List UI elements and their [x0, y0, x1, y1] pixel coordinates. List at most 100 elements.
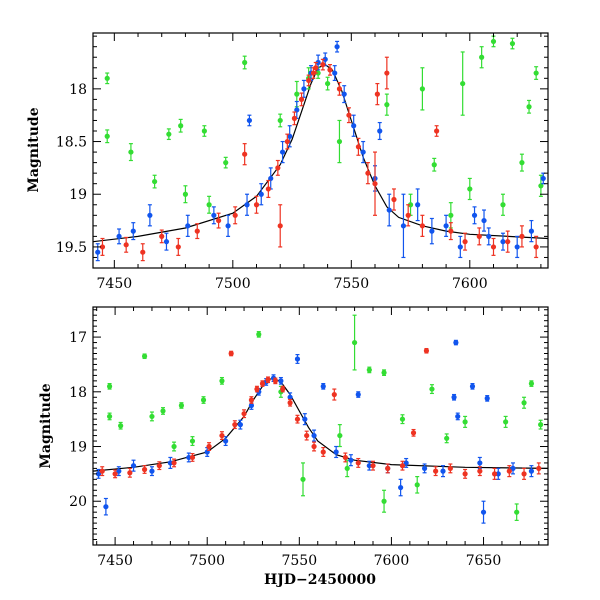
top-red-point-10	[265, 179, 271, 198]
bottom-blue-point-26	[440, 465, 446, 478]
top-red-point-5	[194, 223, 200, 240]
bottom-blue-point-9	[237, 419, 243, 430]
top-green-point-2	[128, 143, 134, 162]
top-x-tick-label-2: 7550	[333, 276, 369, 292]
bottom-blue-point-24	[403, 457, 409, 468]
top-red-point-36	[277, 204, 283, 248]
top-green-point-31	[407, 193, 414, 216]
top-blue-point-0	[95, 243, 101, 262]
bottom-red-point-26	[370, 460, 376, 471]
top-red-point-28	[434, 125, 440, 137]
bottom-blue-point-19	[320, 382, 326, 390]
top-red-point-21	[355, 137, 362, 156]
top-green-point-0	[104, 72, 110, 85]
bottom-x-tick-label-3: 7600	[374, 553, 410, 569]
bottom-red-point-31	[433, 466, 439, 477]
top-green-point-28	[206, 195, 212, 214]
bottom-blue-point-6	[186, 452, 192, 463]
bottom-y-tick-label-3: 20	[69, 494, 87, 510]
bottom-blue-point-20	[333, 445, 339, 459]
bottom-red-point-2	[127, 467, 133, 478]
bottom-blue-point-38	[451, 393, 457, 401]
top-blue-point-3	[147, 204, 153, 227]
bottom-red-point-15	[265, 376, 271, 384]
top-red-point-26	[405, 204, 411, 227]
bottom-red-point-27	[385, 463, 391, 474]
top-red-point-23	[374, 82, 380, 106]
bottom-green-point-26	[344, 459, 350, 478]
bottom-green-point-8	[219, 376, 225, 385]
bottom-green-point-0	[106, 382, 113, 390]
bottom-red-point-18	[287, 398, 293, 407]
top-blue-point-37	[377, 121, 383, 141]
top-red-point-11	[275, 159, 281, 176]
top-green-point-13	[384, 93, 390, 116]
bottom-blue-point-27	[453, 339, 459, 346]
bottom-red-point-24	[342, 452, 348, 463]
bottom-plot-frame	[92, 306, 549, 546]
bottom-red-point-20	[304, 430, 310, 441]
bottom-red-point-28	[399, 460, 406, 471]
top-green-point-7	[223, 156, 229, 169]
bottom-blue-point-7	[204, 447, 210, 457]
bottom-green-point-18	[444, 433, 450, 444]
bottom-red-point-1	[112, 469, 118, 479]
bottom-green-point-23	[538, 419, 544, 430]
bottom-green-point-22	[528, 380, 535, 387]
bottom-green-point-28	[189, 436, 196, 447]
bottom-red-point-0	[99, 466, 105, 477]
top-blue-point-13	[294, 100, 300, 119]
bottom-blue-point-37	[355, 391, 361, 398]
bottom-green-point-19	[462, 415, 468, 428]
top-blue-point-11	[279, 140, 286, 164]
top-blue-point-6	[211, 206, 217, 225]
top-y-tick-label-1: 18.5	[56, 135, 87, 151]
top-red-point-9	[253, 195, 260, 214]
top-red-point-0	[99, 237, 106, 256]
top-red-point-13	[291, 111, 298, 126]
bottom-red-point-11	[241, 409, 247, 419]
bottom-green-point-20	[503, 415, 509, 428]
bottom-red-point-14	[259, 380, 266, 387]
top-green-point-9	[277, 113, 283, 128]
top-red-point-2	[140, 243, 146, 262]
top-green-point-21	[526, 99, 532, 114]
top-blue-point-20	[351, 114, 357, 137]
bottom-red-point-37	[521, 467, 527, 480]
bottom-green-point-7	[200, 396, 207, 404]
top-red-point-7	[232, 206, 238, 225]
top-red-point-34	[519, 225, 525, 248]
bottom-points-layer	[95, 314, 544, 524]
bottom-x-tick-label-1: 7500	[189, 553, 225, 569]
top-red-point-1	[123, 236, 129, 253]
top-blue-point-30	[486, 227, 492, 246]
bottom-red-point-35	[491, 467, 498, 480]
bottom-blue-point-18	[311, 429, 317, 442]
top-red-point-8	[242, 143, 248, 166]
bottom-blue-point-3	[130, 459, 137, 472]
top-green-point-20	[509, 37, 516, 50]
top-green-point-4	[166, 128, 172, 141]
bottom-red-point-5	[171, 458, 177, 468]
top-blue-point-27	[443, 214, 449, 237]
bottom-red-point-12	[248, 396, 255, 404]
top-red-point-17	[320, 58, 326, 71]
top-plot-frame	[92, 32, 549, 269]
bottom-red-point-22	[320, 447, 326, 457]
bottom-x-tick-label-4: 7650	[466, 553, 502, 569]
top-green-point-23	[519, 153, 525, 172]
bottom-blue-point-8	[223, 436, 229, 447]
bottom-blue-point-36	[398, 478, 404, 497]
bottom-blue-point-0	[95, 468, 102, 479]
top-red-point-6	[215, 212, 222, 229]
bottom-green-point-27	[171, 441, 177, 452]
top-red-point-14	[298, 92, 305, 107]
top-green-point-22	[533, 66, 539, 80]
bottom-panel: 7450 7500 7550 7600 7650 17 18 19 20 Magnitude H…	[38, 306, 549, 588]
top-blue-point-38	[481, 209, 487, 232]
bottom-green-point-29	[381, 489, 387, 513]
bottom-y-tick-label-0: 17	[69, 330, 87, 346]
bottom-green-point-4	[149, 411, 155, 422]
bottom-blue-point-16	[294, 354, 301, 364]
